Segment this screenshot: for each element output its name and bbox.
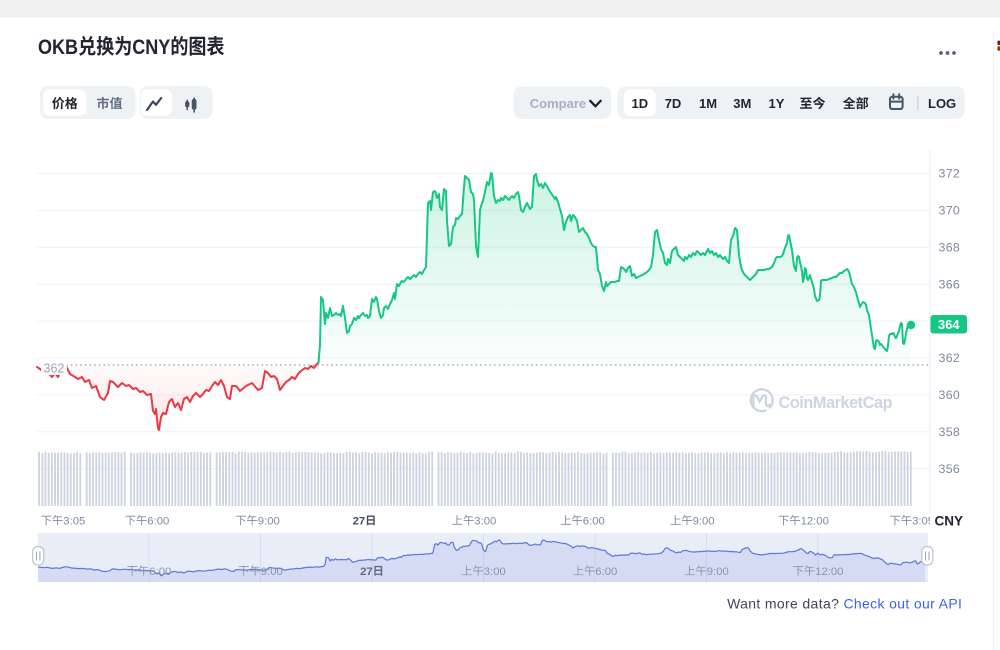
svg-text:Want more data? Check out our: Want more data? Check out our API [727, 596, 962, 612]
svg-text:1M: 1M [699, 96, 717, 111]
svg-text:356: 356 [939, 462, 961, 476]
svg-text:9:00: 9:00 [707, 566, 729, 578]
svg-text:6:00: 6:00 [147, 515, 169, 527]
svg-text:27: 27 [353, 515, 366, 527]
svg-text:7D: 7D [665, 96, 682, 111]
svg-text:LOG: LOG [928, 96, 956, 111]
svg-text:1D: 1D [632, 96, 649, 111]
svg-text:3:05: 3:05 [63, 515, 85, 527]
svg-text:358: 358 [939, 425, 961, 439]
svg-text:CNY: CNY [935, 514, 964, 529]
svg-text:6:00: 6:00 [149, 566, 171, 578]
svg-text:3:00: 3:00 [484, 566, 506, 578]
svg-text:3:05: 3:05 [912, 515, 934, 527]
svg-text:6:00: 6:00 [595, 566, 617, 578]
svg-text:3M: 3M [733, 96, 751, 111]
svg-text:360: 360 [939, 388, 961, 402]
svg-text:368: 368 [939, 241, 961, 255]
svg-text:370: 370 [939, 204, 961, 218]
svg-text:OKB: OKB [38, 36, 78, 60]
svg-text:362: 362 [44, 362, 65, 376]
svg-text:6:00: 6:00 [583, 515, 605, 527]
svg-text:12:00: 12:00 [801, 515, 829, 527]
svg-text:9:00: 9:00 [693, 515, 715, 527]
svg-text:3:00: 3:00 [474, 515, 496, 527]
svg-text:Compare wi: Compare wi [530, 96, 604, 111]
svg-text:9:00: 9:00 [258, 515, 280, 527]
svg-text:CNY: CNY [132, 36, 170, 60]
svg-text:27: 27 [360, 566, 373, 578]
svg-text:364: 364 [938, 317, 960, 332]
svg-text:362: 362 [939, 351, 961, 365]
svg-text:366: 366 [939, 277, 961, 291]
svg-text:1Y: 1Y [769, 96, 785, 111]
svg-text:CoinMarketCap: CoinMarketCap [779, 394, 893, 412]
svg-text:12:00: 12:00 [815, 566, 843, 578]
svg-text:372: 372 [939, 167, 961, 181]
svg-text:9:00: 9:00 [261, 566, 283, 578]
